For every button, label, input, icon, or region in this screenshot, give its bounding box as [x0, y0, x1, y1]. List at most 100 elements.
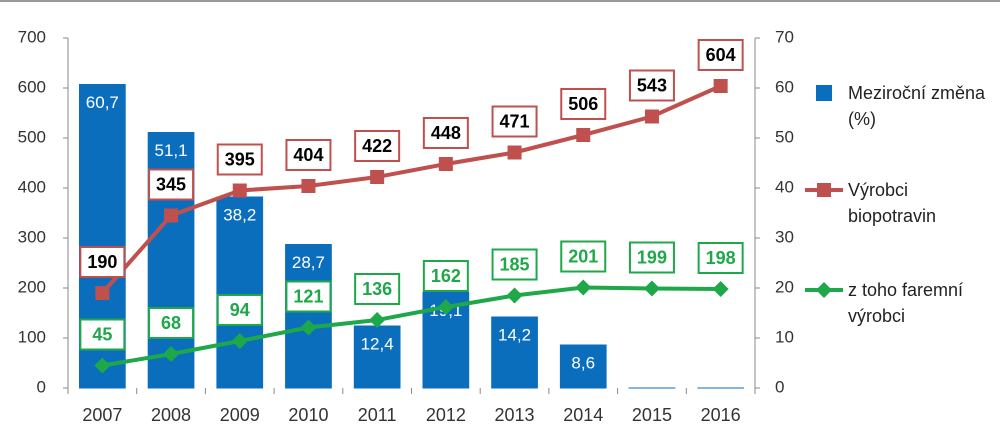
label-box [285, 139, 332, 171]
bar-label: 28,7 [292, 253, 325, 272]
line [100, 84, 722, 295]
marker [576, 128, 591, 142]
label-box [560, 88, 607, 120]
x-tick-label: 2008 [151, 405, 191, 425]
legend-label: Meziroční změna (%) [848, 83, 986, 129]
y-tick-label: 400 [18, 177, 46, 196]
data-label: 543 [637, 75, 667, 95]
x-tick-label: 2016 [701, 405, 741, 425]
data-label: 68 [161, 313, 181, 333]
marker [94, 357, 111, 374]
label-box [216, 294, 263, 326]
marker [370, 170, 385, 184]
x-tick-label: 2007 [82, 405, 122, 425]
marker [575, 279, 592, 296]
y-tick-label: 0 [37, 377, 46, 396]
y2-tick-label: 0 [775, 377, 784, 396]
bar-label: 8,6 [571, 353, 595, 372]
bar-label: 38,2 [223, 205, 256, 224]
label-box [697, 242, 744, 274]
bar-label: 60,7 [86, 93, 119, 112]
bar [491, 316, 538, 389]
marker [437, 299, 454, 315]
x-tick-label: 2013 [495, 405, 535, 425]
data-label: 185 [500, 254, 530, 274]
label-box [216, 143, 263, 176]
y2-tick-label: 60 [775, 77, 794, 96]
label-box [560, 240, 607, 273]
x-tick-label: 2015 [632, 405, 672, 425]
data-label: 45 [92, 324, 112, 344]
marker [506, 287, 523, 304]
bar [353, 325, 401, 389]
x-tick-label: 2011 [358, 405, 397, 425]
marker [163, 346, 180, 362]
data-label: 422 [362, 136, 392, 156]
bar [559, 344, 607, 389]
y-tick-label: 600 [18, 77, 46, 96]
label-box [422, 117, 469, 149]
marker [300, 319, 317, 336]
y2-tick-label: 30 [775, 227, 794, 246]
bar-label: 51,1 [155, 141, 188, 160]
data-label: 198 [706, 248, 736, 268]
y2-tick-label: 50 [775, 127, 794, 146]
y-tick-label: 300 [18, 227, 46, 246]
data-label: 121 [293, 286, 323, 306]
x-tick-label: 2014 [563, 405, 603, 425]
bar [628, 387, 676, 389]
marker [369, 312, 386, 328]
data-label: 471 [500, 111, 530, 131]
x-tick-label: 2010 [288, 405, 328, 425]
data-label: 604 [706, 45, 736, 65]
marker [438, 157, 453, 171]
data-label: 190 [87, 252, 117, 272]
label-box [491, 248, 538, 281]
legend-marker [817, 183, 831, 197]
x-tick-label: 2012 [426, 405, 466, 425]
data-label: 345 [156, 174, 186, 194]
bar [285, 244, 332, 389]
label-box [148, 168, 195, 201]
data-label: 395 [225, 149, 255, 169]
marker [644, 109, 659, 124]
label-box [491, 105, 538, 138]
data-label: 94 [230, 300, 250, 320]
y-tick-label: 200 [18, 277, 46, 296]
legend-swatch [816, 85, 832, 101]
marker [301, 179, 316, 193]
y-tick-label: 500 [18, 127, 46, 146]
data-label: 448 [431, 123, 461, 143]
bar-label: 14,2 [498, 325, 531, 344]
marker [713, 79, 728, 93]
label-box [79, 318, 126, 351]
marker [643, 280, 660, 297]
data-label: 506 [568, 94, 598, 114]
marker [507, 145, 522, 160]
data-label: 199 [637, 247, 667, 267]
legend-marker [816, 282, 832, 298]
legend-label: Výrobci biopotravin [848, 180, 937, 226]
label-box [354, 273, 401, 305]
bar [216, 196, 264, 389]
data-label: 201 [568, 246, 598, 266]
label-box [628, 241, 675, 274]
legend-label: z toho faremní výrobci [848, 280, 964, 326]
marker [164, 208, 179, 223]
y-tick-label: 100 [18, 327, 46, 346]
line [102, 285, 721, 368]
data-label: 404 [293, 145, 323, 165]
marker [231, 333, 248, 349]
label-box [422, 260, 469, 292]
label-box [628, 69, 675, 102]
label-box [354, 130, 401, 162]
y2-tick-label: 40 [775, 177, 794, 196]
bar [697, 387, 745, 389]
bar-label: 12,4 [361, 334, 394, 353]
y2-tick-label: 70 [775, 27, 794, 46]
label-box [697, 39, 744, 71]
marker [95, 286, 110, 300]
marker [232, 183, 247, 198]
